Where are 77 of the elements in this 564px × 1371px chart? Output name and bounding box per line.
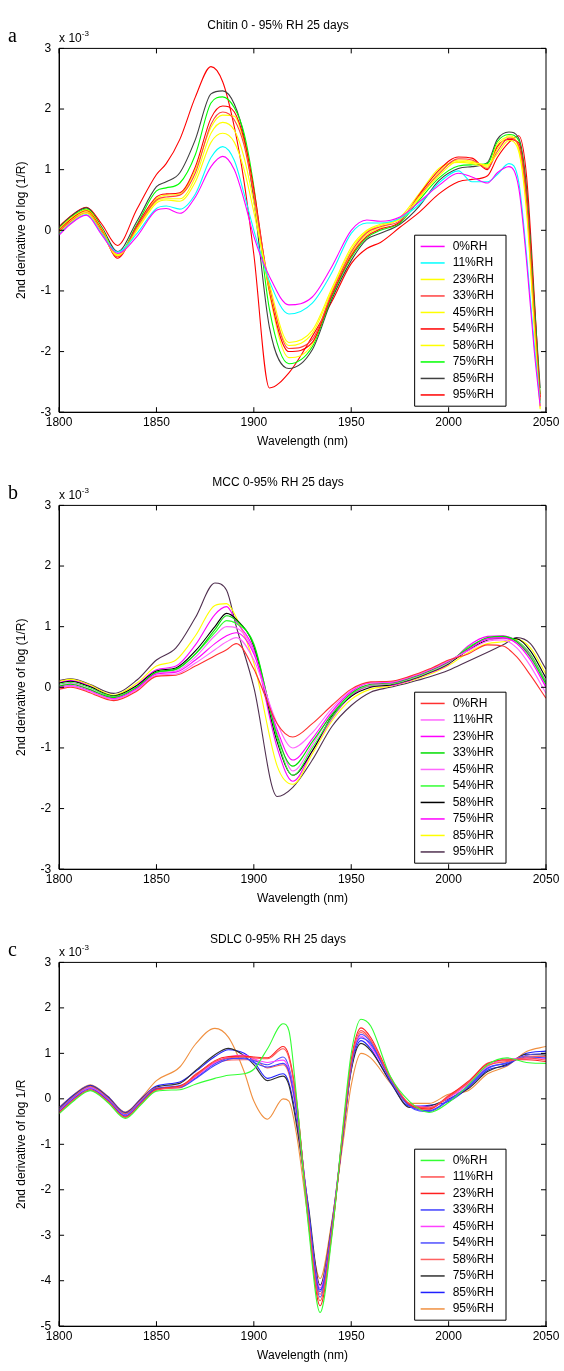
text: c bbox=[8, 938, 17, 961]
x-axis-title: Wavelength (nm) bbox=[257, 1348, 348, 1363]
x-tick-label: 1950 bbox=[337, 871, 365, 886]
x-tick-label: 1900 bbox=[240, 1328, 268, 1343]
legend-label: 58%RH bbox=[452, 1251, 495, 1266]
legend-label: 45%RH bbox=[452, 304, 495, 319]
y-tick-label: -2 bbox=[40, 343, 52, 358]
legend-label: 45%HR bbox=[452, 761, 495, 776]
text: b bbox=[8, 481, 18, 504]
x-tick-label: 1900 bbox=[240, 414, 268, 429]
x-tick-label: 2000 bbox=[435, 1328, 463, 1343]
legend-label: 85%HR bbox=[452, 827, 495, 842]
y-tick-label: -2 bbox=[40, 1182, 52, 1197]
legend-label: 11%RH bbox=[452, 255, 494, 270]
text: a bbox=[8, 24, 17, 47]
x-axis-title: Wavelength (nm) bbox=[257, 891, 348, 906]
x-tick-label: 1850 bbox=[143, 414, 171, 429]
legend-label: 33%RH bbox=[452, 288, 495, 303]
legend-label: 75%HR bbox=[452, 811, 495, 826]
y-axis-title: 2nd derivative of log 1/R bbox=[13, 1079, 28, 1210]
y-tick-label: 0 bbox=[44, 1091, 52, 1106]
y-tick-label: 1 bbox=[44, 618, 52, 633]
legend-label: 85%RH bbox=[452, 370, 495, 385]
y-tick-label: -4 bbox=[40, 1273, 52, 1288]
legend-label: 23%HR bbox=[452, 728, 495, 743]
y-tick-label: -1 bbox=[40, 740, 52, 755]
legend-label: 95%RH bbox=[452, 1301, 495, 1316]
legend-label: 95%HR bbox=[452, 844, 495, 859]
y-tick-label: 2 bbox=[44, 558, 52, 573]
legend-label: 54%HR bbox=[452, 778, 495, 793]
legend-label: 75%RH bbox=[452, 1268, 495, 1283]
legend-label: 11%HR bbox=[452, 712, 494, 727]
legend-label: 58%RH bbox=[452, 337, 495, 352]
y-tick-label: 1 bbox=[44, 161, 52, 176]
x-tick-label: 2050 bbox=[532, 1328, 560, 1343]
legend-label: 33%HR bbox=[452, 745, 495, 760]
legend-label: 45%RH bbox=[452, 1218, 495, 1233]
legend-label: 75%RH bbox=[452, 354, 495, 369]
x-tick-label: 2000 bbox=[435, 871, 463, 886]
legend-label: 85%RH bbox=[452, 1284, 495, 1299]
legend-label: 23%RH bbox=[452, 271, 495, 286]
y-tick-label: -3 bbox=[40, 1227, 52, 1242]
x-tick-label: 2050 bbox=[532, 871, 560, 886]
y-tick-label: 2 bbox=[44, 1000, 52, 1015]
y-tick-label: 1 bbox=[44, 1045, 52, 1060]
x-tick-label: 2000 bbox=[435, 414, 463, 429]
chart-title: Chitin 0 - 95% RH 25 days bbox=[207, 17, 349, 32]
y-tick-label: -2 bbox=[40, 800, 52, 815]
y-axis-title: 2nd derivative of log (1/R) bbox=[13, 618, 28, 756]
x-tick-label: 1850 bbox=[143, 1328, 171, 1343]
x-axis-title: Wavelength (nm) bbox=[257, 434, 348, 449]
y-tick-label: 0 bbox=[44, 679, 52, 694]
legend-label: 95%RH bbox=[452, 387, 495, 402]
x-tick-label: 1900 bbox=[240, 871, 268, 886]
y-tick-label: -1 bbox=[40, 1136, 52, 1151]
legend-label: 23%RH bbox=[452, 1185, 495, 1200]
chart-title: SDLC 0-95% RH 25 days bbox=[209, 931, 347, 946]
legend-label: 0%RH bbox=[452, 695, 488, 710]
y-tick-label: 3 bbox=[44, 954, 52, 969]
y-tick-label: 2 bbox=[44, 101, 52, 116]
x-tick-label: 2050 bbox=[532, 414, 560, 429]
legend-label: 0%RH bbox=[452, 238, 488, 253]
y-tick-label: 0 bbox=[44, 222, 52, 237]
x-tick-label: 1950 bbox=[337, 414, 365, 429]
x-tick-label: 1850 bbox=[143, 871, 171, 886]
chart-title: MCC 0-95% RH 25 days bbox=[212, 474, 344, 489]
y-tick-label: 3 bbox=[44, 497, 52, 512]
y-axis-title: 2nd derivative of log (1/R) bbox=[13, 161, 28, 299]
legend-label: 33%RH bbox=[452, 1202, 495, 1217]
legend-label: 11%RH bbox=[452, 1169, 494, 1184]
y-tick-label: 3 bbox=[44, 40, 52, 55]
legend-label: 0%RH bbox=[452, 1152, 488, 1167]
y-tick-label: -1 bbox=[40, 283, 52, 298]
legend-label: 58%HR bbox=[452, 794, 495, 809]
x-tick-label: 1950 bbox=[337, 1328, 365, 1343]
legend-label: 54%RH bbox=[452, 321, 495, 336]
legend-label: 54%RH bbox=[452, 1235, 495, 1250]
